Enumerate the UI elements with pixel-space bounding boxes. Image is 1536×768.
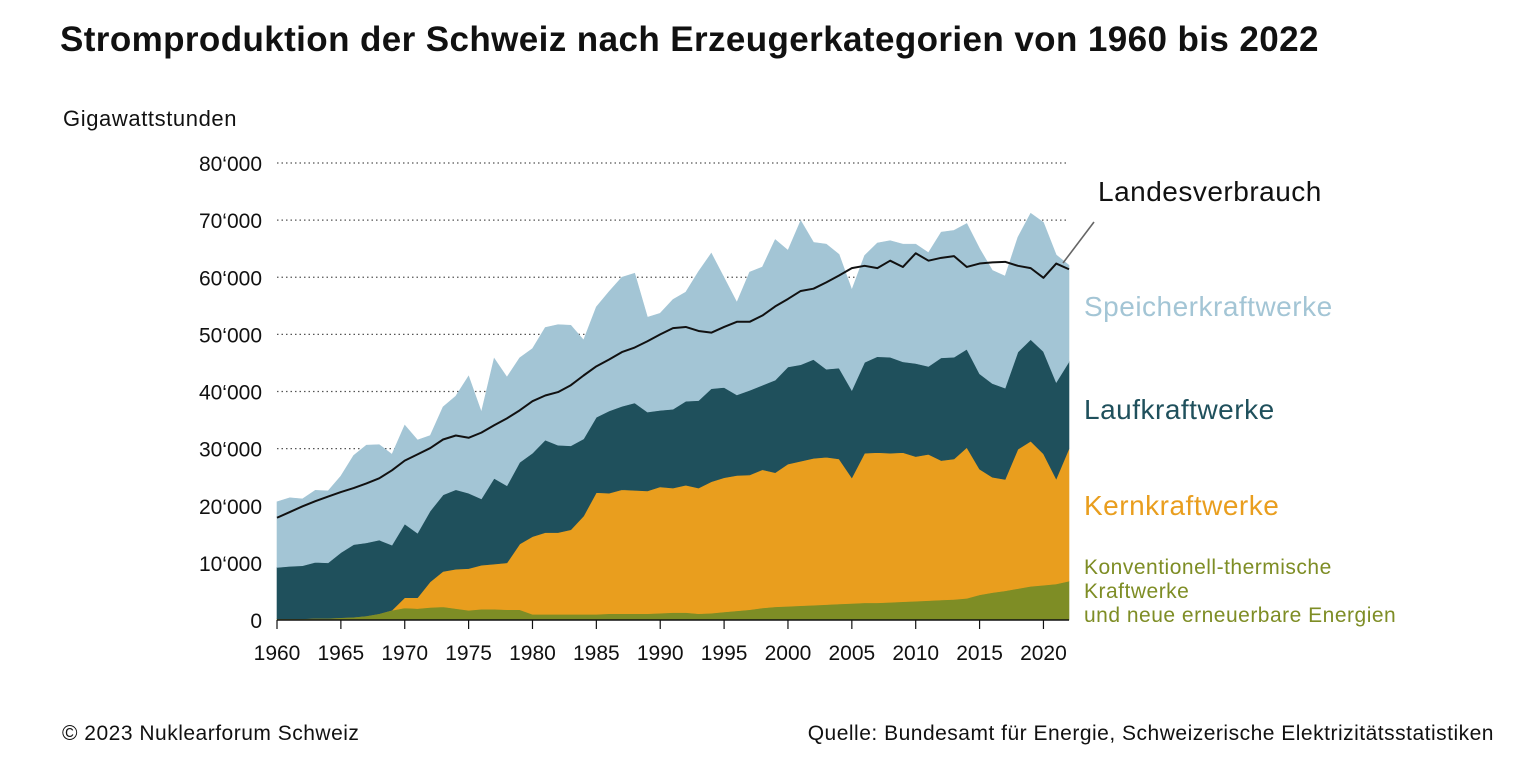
x-tick-label: 1960: [254, 642, 301, 665]
source-note: Quelle: Bundesamt für Energie, Schweizer…: [807, 722, 1494, 745]
legend-label-line: Kraftwerke: [1084, 580, 1189, 603]
legend-label-line: Konventionell-thermische: [1084, 556, 1332, 579]
y-tick-label: 80‘000: [199, 153, 262, 176]
legend-label-line: Speicherkraftwerke: [1084, 291, 1333, 322]
copyright-notice: © 2023 Nuklearforum Schweiz: [62, 722, 360, 745]
legend-label-5: Konventionell-thermische Kraftwerke und ne…: [1084, 556, 1396, 627]
x-tick-label: 1975: [445, 642, 492, 665]
legend-label-1: Landesverbrauch: [1098, 176, 1322, 207]
legend-label-line: und neue erneuerbare Energien: [1084, 604, 1396, 627]
legend-label-2: Speicherkraftwerke: [1084, 291, 1333, 322]
chart-area: 0 10‘000 20‘000 30‘000 40‘000 50‘000 60‘000 70‘…: [199, 153, 1396, 665]
consumption-line: [276, 252, 1070, 519]
x-tick-label: 1995: [701, 642, 748, 665]
legend-label-4: Kernkraftwerke: [1084, 490, 1279, 521]
area-series-4: [276, 212, 1070, 568]
legend-label-line: Kernkraftwerke: [1084, 490, 1279, 521]
y-tick-label: 30‘000: [199, 439, 262, 462]
x-tick-label: 1985: [573, 642, 620, 665]
x-tick-label: 2000: [765, 642, 812, 665]
y-tick-label: 20‘000: [199, 496, 262, 519]
legend-leader-line: [1062, 221, 1095, 264]
y-tick-label: 70‘000: [199, 210, 262, 233]
y-axis-label: Gigawattstunden: [63, 106, 238, 131]
y-tick-label: 0: [250, 610, 262, 633]
y-tick-label: 60‘000: [199, 267, 262, 290]
x-tick-label: 2010: [892, 642, 939, 665]
x-tick-label: 1990: [637, 642, 684, 665]
y-tick-label: 50‘000: [199, 324, 262, 347]
x-tick-label: 2015: [956, 642, 1003, 665]
y-tick-label: 40‘000: [199, 382, 262, 405]
legend-label-line: Laufkraftwerke: [1084, 394, 1275, 425]
y-tick-label: 10‘000: [199, 553, 262, 576]
consumption-line-group: [276, 252, 1070, 519]
x-tick-label: 1970: [381, 642, 428, 665]
axes: 0 10‘000 20‘000 30‘000 40‘000 50‘000 60‘000 70‘…: [199, 153, 1069, 665]
legend-label-line: Landesverbrauch: [1098, 176, 1322, 207]
legend-label-3: Laufkraftwerke: [1084, 394, 1275, 425]
legend: Landesverbrauch Speicherkraftwerke Laufkra…: [1062, 176, 1396, 627]
x-tick-label: 2005: [828, 642, 875, 665]
x-tick-label: 1980: [509, 642, 556, 665]
x-tick-label: 2020: [1020, 642, 1067, 665]
chart-title: Stromproduktion der Schweiz nach Erzeuge…: [60, 20, 1319, 59]
stacked-areas: [276, 212, 1070, 621]
x-tick-label: 1965: [318, 642, 365, 665]
